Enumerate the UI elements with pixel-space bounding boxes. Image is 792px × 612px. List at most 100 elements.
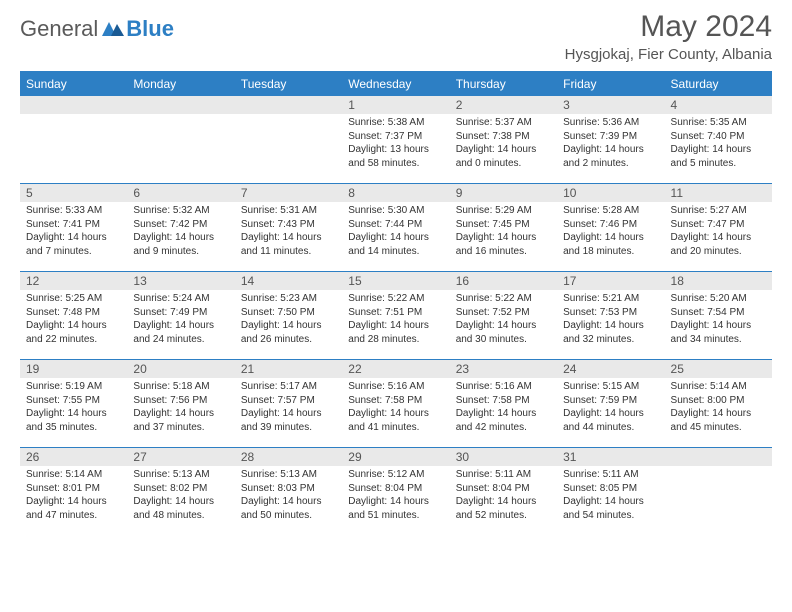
daylight-text: Daylight: 14 hours and 5 minutes. (671, 143, 766, 170)
daylight-text: Daylight: 14 hours and 45 minutes. (671, 407, 766, 434)
day-details: Sunrise: 5:33 AMSunset: 7:41 PMDaylight:… (20, 202, 127, 262)
day-number: 11 (665, 184, 772, 202)
daylight-text: Daylight: 14 hours and 20 minutes. (671, 231, 766, 258)
sunrise-text: Sunrise: 5:20 AM (671, 292, 766, 306)
sunrise-text: Sunrise: 5:16 AM (348, 380, 443, 394)
sunset-text: Sunset: 8:03 PM (241, 482, 336, 496)
daylight-text: Daylight: 14 hours and 9 minutes. (133, 231, 228, 258)
sunrise-text: Sunrise: 5:18 AM (133, 380, 228, 394)
day-number: 26 (20, 448, 127, 466)
daylight-text: Daylight: 14 hours and 48 minutes. (133, 495, 228, 522)
calendar-cell: 2Sunrise: 5:37 AMSunset: 7:38 PMDaylight… (450, 96, 557, 184)
sunrise-text: Sunrise: 5:11 AM (563, 468, 658, 482)
sunset-text: Sunset: 7:55 PM (26, 394, 121, 408)
weekday-header: Saturday (665, 72, 772, 96)
day-details: Sunrise: 5:15 AMSunset: 7:59 PMDaylight:… (557, 378, 664, 438)
title-block: May 2024 Hysgjokaj, Fier County, Albania (565, 10, 772, 63)
day-details: Sunrise: 5:13 AMSunset: 8:02 PMDaylight:… (127, 466, 234, 526)
sunset-text: Sunset: 7:41 PM (26, 218, 121, 232)
daylight-text: Daylight: 14 hours and 32 minutes. (563, 319, 658, 346)
daylight-text: Daylight: 14 hours and 52 minutes. (456, 495, 551, 522)
day-number: 31 (557, 448, 664, 466)
calendar-cell: 25Sunrise: 5:14 AMSunset: 8:00 PMDayligh… (665, 360, 772, 448)
sunrise-text: Sunrise: 5:30 AM (348, 204, 443, 218)
daylight-text: Daylight: 14 hours and 16 minutes. (456, 231, 551, 258)
day-number: 14 (235, 272, 342, 290)
calendar-cell: 11Sunrise: 5:27 AMSunset: 7:47 PMDayligh… (665, 184, 772, 272)
sunset-text: Sunset: 7:49 PM (133, 306, 228, 320)
sunrise-text: Sunrise: 5:28 AM (563, 204, 658, 218)
calendar-cell: 30Sunrise: 5:11 AMSunset: 8:04 PMDayligh… (450, 448, 557, 536)
day-details: Sunrise: 5:36 AMSunset: 7:39 PMDaylight:… (557, 114, 664, 174)
day-details: Sunrise: 5:30 AMSunset: 7:44 PMDaylight:… (342, 202, 449, 262)
day-number: 1 (342, 96, 449, 114)
daylight-text: Daylight: 14 hours and 50 minutes. (241, 495, 336, 522)
calendar-cell: 6Sunrise: 5:32 AMSunset: 7:42 PMDaylight… (127, 184, 234, 272)
day-number: 15 (342, 272, 449, 290)
daylight-text: Daylight: 14 hours and 30 minutes. (456, 319, 551, 346)
calendar-week-row: 12Sunrise: 5:25 AMSunset: 7:48 PMDayligh… (20, 272, 772, 360)
day-details: Sunrise: 5:17 AMSunset: 7:57 PMDaylight:… (235, 378, 342, 438)
sunset-text: Sunset: 7:56 PM (133, 394, 228, 408)
calendar-cell (235, 96, 342, 184)
day-number: 20 (127, 360, 234, 378)
calendar-cell: 8Sunrise: 5:30 AMSunset: 7:44 PMDaylight… (342, 184, 449, 272)
day-number: 30 (450, 448, 557, 466)
sunset-text: Sunset: 8:01 PM (26, 482, 121, 496)
day-number: 17 (557, 272, 664, 290)
calendar-week-row: 5Sunrise: 5:33 AMSunset: 7:41 PMDaylight… (20, 184, 772, 272)
calendar-cell: 31Sunrise: 5:11 AMSunset: 8:05 PMDayligh… (557, 448, 664, 536)
sunset-text: Sunset: 7:43 PM (241, 218, 336, 232)
sunrise-text: Sunrise: 5:15 AM (563, 380, 658, 394)
sunrise-text: Sunrise: 5:16 AM (456, 380, 551, 394)
daylight-text: Daylight: 14 hours and 2 minutes. (563, 143, 658, 170)
calendar-cell (127, 96, 234, 184)
logo-text-blue: Blue (126, 16, 174, 42)
day-details: Sunrise: 5:14 AMSunset: 8:00 PMDaylight:… (665, 378, 772, 438)
calendar-cell: 23Sunrise: 5:16 AMSunset: 7:58 PMDayligh… (450, 360, 557, 448)
daylight-text: Daylight: 14 hours and 51 minutes. (348, 495, 443, 522)
sunset-text: Sunset: 7:47 PM (671, 218, 766, 232)
calendar-cell: 15Sunrise: 5:22 AMSunset: 7:51 PMDayligh… (342, 272, 449, 360)
sunset-text: Sunset: 7:57 PM (241, 394, 336, 408)
day-details: Sunrise: 5:14 AMSunset: 8:01 PMDaylight:… (20, 466, 127, 526)
day-number: 8 (342, 184, 449, 202)
day-details: Sunrise: 5:22 AMSunset: 7:51 PMDaylight:… (342, 290, 449, 350)
calendar-cell: 28Sunrise: 5:13 AMSunset: 8:03 PMDayligh… (235, 448, 342, 536)
daylight-text: Daylight: 13 hours and 58 minutes. (348, 143, 443, 170)
daylight-text: Daylight: 14 hours and 34 minutes. (671, 319, 766, 346)
sunrise-text: Sunrise: 5:17 AM (241, 380, 336, 394)
sunrise-text: Sunrise: 5:25 AM (26, 292, 121, 306)
sunrise-text: Sunrise: 5:21 AM (563, 292, 658, 306)
day-details: Sunrise: 5:21 AMSunset: 7:53 PMDaylight:… (557, 290, 664, 350)
sunset-text: Sunset: 8:00 PM (671, 394, 766, 408)
sunset-text: Sunset: 7:51 PM (348, 306, 443, 320)
sunrise-text: Sunrise: 5:38 AM (348, 116, 443, 130)
day-number: 22 (342, 360, 449, 378)
sunrise-text: Sunrise: 5:19 AM (26, 380, 121, 394)
daylight-text: Daylight: 14 hours and 18 minutes. (563, 231, 658, 258)
calendar-cell: 19Sunrise: 5:19 AMSunset: 7:55 PMDayligh… (20, 360, 127, 448)
day-details: Sunrise: 5:37 AMSunset: 7:38 PMDaylight:… (450, 114, 557, 174)
calendar-cell: 27Sunrise: 5:13 AMSunset: 8:02 PMDayligh… (127, 448, 234, 536)
sunset-text: Sunset: 7:40 PM (671, 130, 766, 144)
day-details: Sunrise: 5:16 AMSunset: 7:58 PMDaylight:… (450, 378, 557, 438)
day-details: Sunrise: 5:12 AMSunset: 8:04 PMDaylight:… (342, 466, 449, 526)
sunset-text: Sunset: 8:02 PM (133, 482, 228, 496)
calendar-cell: 4Sunrise: 5:35 AMSunset: 7:40 PMDaylight… (665, 96, 772, 184)
sunset-text: Sunset: 7:37 PM (348, 130, 443, 144)
day-number: 24 (557, 360, 664, 378)
calendar-cell (665, 448, 772, 536)
weekday-header-row: Sunday Monday Tuesday Wednesday Thursday… (20, 72, 772, 96)
day-number: 2 (450, 96, 557, 114)
day-details: Sunrise: 5:23 AMSunset: 7:50 PMDaylight:… (235, 290, 342, 350)
calendar-cell: 13Sunrise: 5:24 AMSunset: 7:49 PMDayligh… (127, 272, 234, 360)
sunset-text: Sunset: 7:38 PM (456, 130, 551, 144)
sunset-text: Sunset: 8:04 PM (348, 482, 443, 496)
sunrise-text: Sunrise: 5:22 AM (348, 292, 443, 306)
day-number: 16 (450, 272, 557, 290)
location-text: Hysgjokaj, Fier County, Albania (565, 46, 772, 63)
logo-text-general: General (20, 16, 98, 42)
daylight-text: Daylight: 14 hours and 14 minutes. (348, 231, 443, 258)
daylight-text: Daylight: 14 hours and 28 minutes. (348, 319, 443, 346)
